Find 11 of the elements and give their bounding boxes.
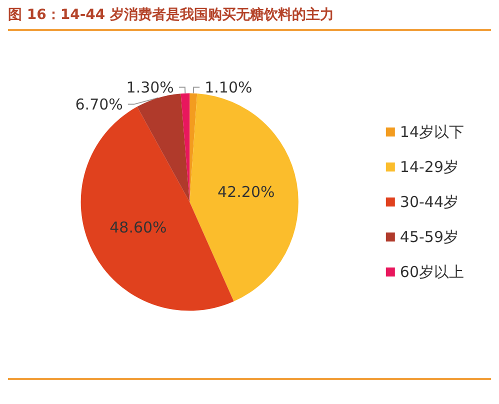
data-label: 42.20% xyxy=(218,183,275,202)
data-label: 6.70% xyxy=(75,95,123,114)
data-label: 1.10% xyxy=(204,78,252,96)
chart-title: 图 16：14-44 岁消费者是我国购买无糖饮料的主力 xyxy=(8,6,491,31)
legend-label: 14岁以下 xyxy=(400,123,464,141)
data-label: 1.30% xyxy=(126,78,174,96)
data-label: 48.60% xyxy=(110,218,167,237)
legend-label: 45-59岁 xyxy=(400,228,459,246)
legend-label: 60岁以上 xyxy=(400,263,464,281)
legend-label: 14-29岁 xyxy=(400,158,459,176)
legend-label: 30-44岁 xyxy=(400,193,459,211)
